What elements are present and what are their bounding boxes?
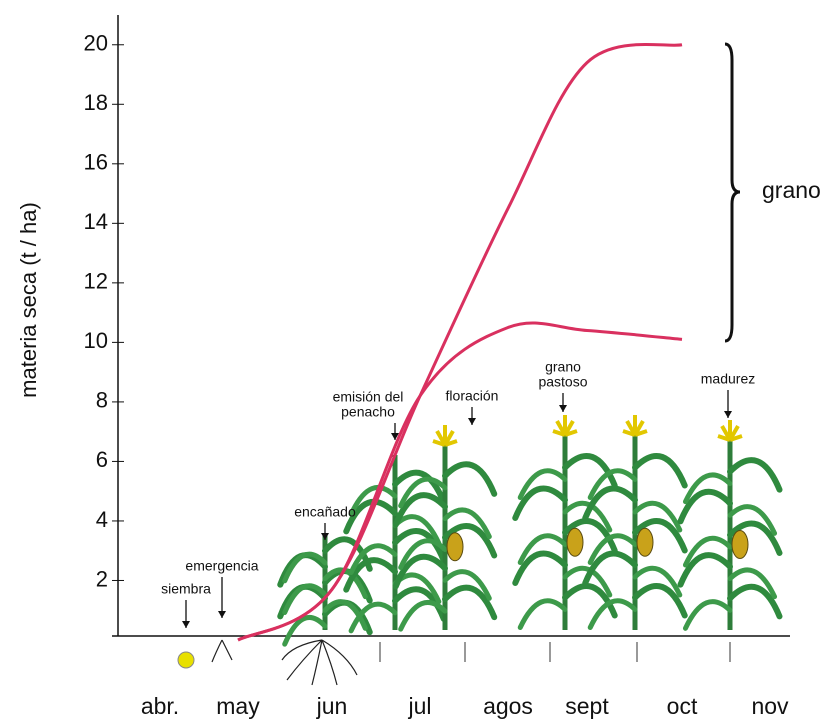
y-tick-label: 6	[96, 447, 108, 472]
stage-arrowhead	[468, 418, 476, 425]
x-tick-label: may	[216, 693, 260, 719]
x-tick-label: agos	[483, 693, 533, 719]
ear	[637, 528, 653, 556]
x-tick-label: abr.	[141, 693, 179, 719]
y-axis-label: materia seca (t / ha)	[16, 202, 41, 398]
x-tick-label: jul	[407, 693, 431, 719]
ear	[732, 531, 748, 559]
brace	[725, 44, 740, 341]
leaf	[565, 456, 615, 486]
x-tick-label: jun	[316, 693, 348, 719]
stage-arrowhead	[218, 611, 226, 618]
stage-arrowhead	[321, 533, 329, 540]
x-tick-label: sept	[565, 693, 609, 719]
stage-label: siembra	[161, 581, 211, 597]
y-tick-label: 14	[84, 209, 108, 234]
x-tick-label: oct	[667, 693, 698, 719]
x-tick-label: nov	[751, 693, 789, 719]
brace-label: grano	[762, 177, 821, 203]
stage-label: pastoso	[538, 374, 587, 390]
y-tick-label: 12	[84, 269, 108, 294]
leaf	[520, 601, 565, 628]
plants	[178, 415, 780, 685]
tassel	[553, 415, 577, 435]
leaf	[635, 456, 685, 486]
tassel	[433, 425, 457, 445]
stage-label: emisión del	[333, 389, 404, 405]
stage-arrowhead	[182, 621, 190, 628]
ear	[447, 533, 463, 561]
y-tick-label: 16	[84, 150, 108, 175]
stage-label: madurez	[701, 371, 755, 387]
stage-label: encañado	[294, 504, 356, 520]
stage-label: penacho	[341, 404, 395, 420]
roots	[212, 640, 232, 662]
chart: materia seca (t / ha) grano 2 4 6 8 10 12 14 16…	[0, 0, 839, 724]
stage-label: grano	[545, 359, 581, 375]
stage-label: floración	[446, 388, 499, 404]
stage-arrowhead	[724, 411, 732, 418]
tassel	[623, 415, 647, 435]
leaf	[401, 602, 445, 629]
stage-arrowhead	[559, 405, 567, 412]
leaf	[730, 460, 780, 490]
stage-label: emergencia	[185, 558, 258, 574]
y-tick-label: 20	[84, 31, 108, 56]
leaf	[685, 602, 730, 629]
y-tick-label: 4	[96, 507, 108, 532]
y-tick-label: 18	[84, 90, 108, 115]
seed	[178, 652, 194, 668]
y-tick-label: 10	[84, 328, 108, 353]
y-tick-label: 8	[96, 388, 108, 413]
leaf	[445, 464, 494, 494]
y-tick-label: 2	[96, 566, 108, 591]
roots	[282, 640, 357, 685]
x-ticks	[380, 642, 730, 662]
tassel	[718, 420, 742, 440]
ear	[567, 528, 583, 556]
